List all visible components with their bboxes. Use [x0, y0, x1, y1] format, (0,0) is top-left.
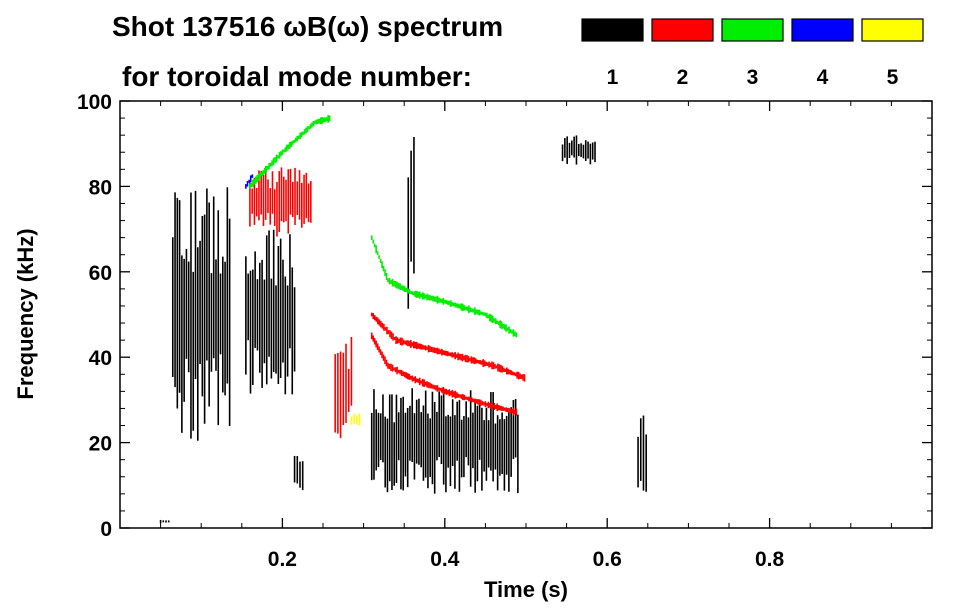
- y-tick-label: 80: [89, 176, 112, 199]
- mode-4-line-14: [245, 174, 254, 189]
- plot-area: 0 20 40 60 80 100 0.2 0.4 0.6 0.8: [77, 91, 933, 571]
- x-tick-label: 0.6: [593, 548, 622, 571]
- legend: 1 2 3 4 5: [581, 18, 924, 89]
- mode-1-blob-4: [407, 136, 415, 309]
- legend-label-mode-3: 3: [747, 66, 759, 89]
- legend-swatch-mode-5: [861, 18, 924, 42]
- mode-3-line-13: [370, 235, 518, 338]
- y-axis-label: Frequency (kHz): [13, 228, 38, 399]
- y-tick-label: 20: [89, 433, 112, 456]
- mode-5-blob-15: [350, 413, 361, 426]
- legend-swatch-mode-3: [721, 18, 784, 42]
- legend-label-mode-2: 2: [677, 66, 689, 89]
- legend-swatch-mode-4: [791, 18, 854, 42]
- mode-1-blob-6: [561, 135, 596, 165]
- x-tick-label: 0.8: [755, 548, 785, 571]
- mode-2-blob-9: [334, 336, 353, 439]
- legend-swatch-mode-2: [651, 18, 714, 42]
- mode-1-blob-0: [171, 187, 231, 441]
- legend-label-mode-5: 5: [887, 66, 899, 89]
- spectral-marks: [159, 114, 647, 524]
- mode-2-blob-8: [249, 166, 312, 237]
- mode-2-line-11: [370, 312, 526, 382]
- x-axis-label: Time (s): [484, 577, 568, 602]
- mode-1-blob-5: [637, 415, 647, 492]
- mode-1-blob-3: [370, 388, 519, 494]
- x-tick-label: 0.4: [430, 548, 460, 571]
- legend-swatch-mode-1: [581, 18, 644, 42]
- y-tick-label: 40: [89, 347, 112, 370]
- legend-label-mode-1: 1: [607, 66, 619, 89]
- mode-1-blob-1: [245, 229, 296, 395]
- mode-1-blob-2: [293, 455, 304, 491]
- legend-label-mode-4: 4: [817, 66, 829, 89]
- x-tick-label: 0.2: [268, 548, 297, 571]
- axes: 0 20 40 60 80 100 0.2 0.4 0.6 0.8: [77, 91, 932, 571]
- mode-1-blob-7: [159, 519, 170, 524]
- y-tick-label: 100: [77, 91, 112, 114]
- chart-title-line1: Shot 137516 ωB(ω) spectrum: [112, 11, 503, 42]
- mode-3-line-12: [249, 114, 331, 189]
- chart-title-line2: for toroidal mode number:: [122, 61, 472, 92]
- mode-2-line-10: [370, 332, 518, 416]
- y-tick-label: 60: [89, 262, 112, 285]
- plot-frame: [119, 100, 933, 529]
- y-tick-label: 0: [100, 518, 112, 541]
